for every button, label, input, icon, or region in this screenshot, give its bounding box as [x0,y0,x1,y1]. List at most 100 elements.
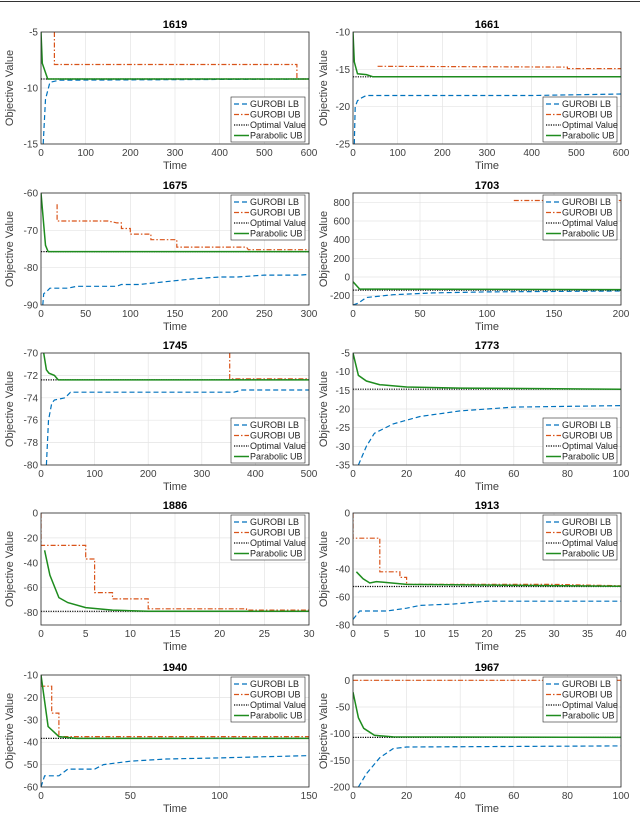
legend-entry: Parabolic UB [562,452,615,462]
legend-entry: Optimal Value [562,441,618,451]
x-axis-label: Time [163,321,187,333]
y-tick-label: 0 [32,509,38,520]
x-tick-label: 0 [38,791,44,802]
series-line-parabolic-ub [41,32,309,80]
x-tick-label: 300 [193,469,210,480]
series-line-gurobi-ub [41,513,309,611]
legend-entry: Optimal Value [250,441,306,451]
y-tick-label: -5 [29,28,38,39]
x-tick-label: 100 [613,791,630,802]
x-tick-label: 50 [80,309,92,320]
y-tick-label: -15 [24,140,39,151]
series-line-parabolic-ub [355,571,621,587]
legend-entry: GUROBI UB [250,110,301,120]
y-axis-label: Objective Value [4,531,16,607]
legend-entry: GUROBI UB [562,690,613,700]
series-line-gurobi-lb [357,405,621,465]
series-line-gurobi-lb [353,93,621,144]
subplot-1940: 0 50 100 150 -60 -50 -40 -30 -20 -10 1940 Time Objec… [4,662,318,814]
y-tick-label: -20 [24,533,39,544]
subplot-1619: 0 100 200 300 400 500 600 -15 -10 -5 1619 Time Objec… [4,19,318,172]
y-tick-label: 800 [333,198,350,209]
y-tick-label: -20 [336,537,351,548]
axes-box [40,674,310,788]
subplot-title: 1745 [163,340,187,352]
legend-entry: GUROBI LB [250,99,299,109]
x-axis-label: Time [163,641,187,653]
y-tick-label: 200 [333,254,350,265]
y-tick-label: -20 [336,102,351,113]
series-line-parabolic-ub [41,675,309,740]
subplot-title: 1940 [163,662,187,674]
x-tick-label: 50 [414,309,426,320]
x-tick-label: 100 [122,309,139,320]
y-tick-label: -40 [336,565,351,576]
series-line-gurobi-lb [42,78,309,144]
x-tick-label: 0 [38,148,44,159]
legend-entry: Optimal Value [250,218,306,228]
x-tick-label: 0 [350,309,356,320]
x-tick-label: 30 [303,629,315,640]
x-tick-label: 0 [350,148,356,159]
x-tick-label: 25 [259,629,271,640]
legend-entry: GUROBI UB [250,690,301,700]
y-tick-label: -200 [330,783,350,794]
x-tick-label: 25 [515,629,527,640]
series-line-parabolic-ub [41,193,309,253]
y-tick-label: 600 [333,217,350,228]
x-tick-label: 20 [401,791,413,802]
legend-entry: GUROBI LB [250,197,299,207]
y-tick-label: -25 [336,423,351,434]
series-line-gurobi-ub [53,32,309,80]
x-tick-label: 150 [301,791,318,802]
x-axis-label: Time [475,160,499,172]
x-tick-label: 5 [83,629,89,640]
y-tick-label: 400 [333,235,350,246]
x-tick-label: 0 [350,629,356,640]
y-tick-label: -60 [24,583,39,594]
subplot-1703: 0 50 100 150 200-20002004006008001703TimeObj… [318,180,630,333]
y-tick-label: -80 [24,263,39,274]
x-tick-label: 200 [613,309,630,320]
legend-entry: GUROBI UB [250,208,301,218]
legend-entry: Optimal Value [250,700,306,710]
legend-entry: GUROBI UB [562,528,613,538]
legend-entry: Parabolic UB [250,711,303,721]
x-axis-label: Time [163,481,187,493]
x-tick-label: 300 [167,148,184,159]
legend-entry: GUROBI LB [562,99,611,109]
legend-entry: Optimal Value [250,538,306,548]
y-tick-label: -50 [336,703,351,714]
series-line-parabolic-ub [353,281,621,291]
x-tick-label: 600 [301,148,318,159]
series-line-gurobi-ub [56,204,309,251]
x-tick-label: 60 [508,469,520,480]
y-tick-label: -70 [24,226,39,237]
axes-box [352,31,622,145]
x-tick-label: 40 [455,469,467,480]
y-tick-label: -90 [24,301,39,312]
series-line-gurobi-lb [41,755,309,787]
y-axis-label: Objective Value [318,50,330,126]
x-axis-label: Time [163,160,187,172]
subplot-1913: 0 5 10 15 20 25 30 35 40 -80 -60 -40 -20 0 1913 Time Obj… [318,500,627,653]
x-tick-label: 15 [169,629,181,640]
y-tick-label: -60 [336,593,351,604]
legend-entry: Parabolic UB [562,549,615,559]
x-tick-label: 100 [86,469,103,480]
x-axis-label: Time [475,481,499,493]
legend-entry: Parabolic UB [250,131,303,141]
y-tick-label: -20 [336,405,351,416]
y-tick-label: -78 [24,438,39,449]
y-tick-label: -10 [336,28,351,39]
x-tick-label: 15 [448,629,460,640]
y-axis-label: Objective Value [4,211,16,287]
subplot-title: 1773 [475,340,499,352]
x-axis-label: Time [163,803,187,814]
y-tick-label: -70 [24,349,39,360]
subplot-1886: 0 5 10 15 20 25 30 -80 -60 -40 -20 0 1886 Time Objecti… [4,500,315,653]
subplot-1675: 0 50 100 150 200 250 300 -90 -80 -70 -60 1675 Time Ob… [4,180,318,333]
